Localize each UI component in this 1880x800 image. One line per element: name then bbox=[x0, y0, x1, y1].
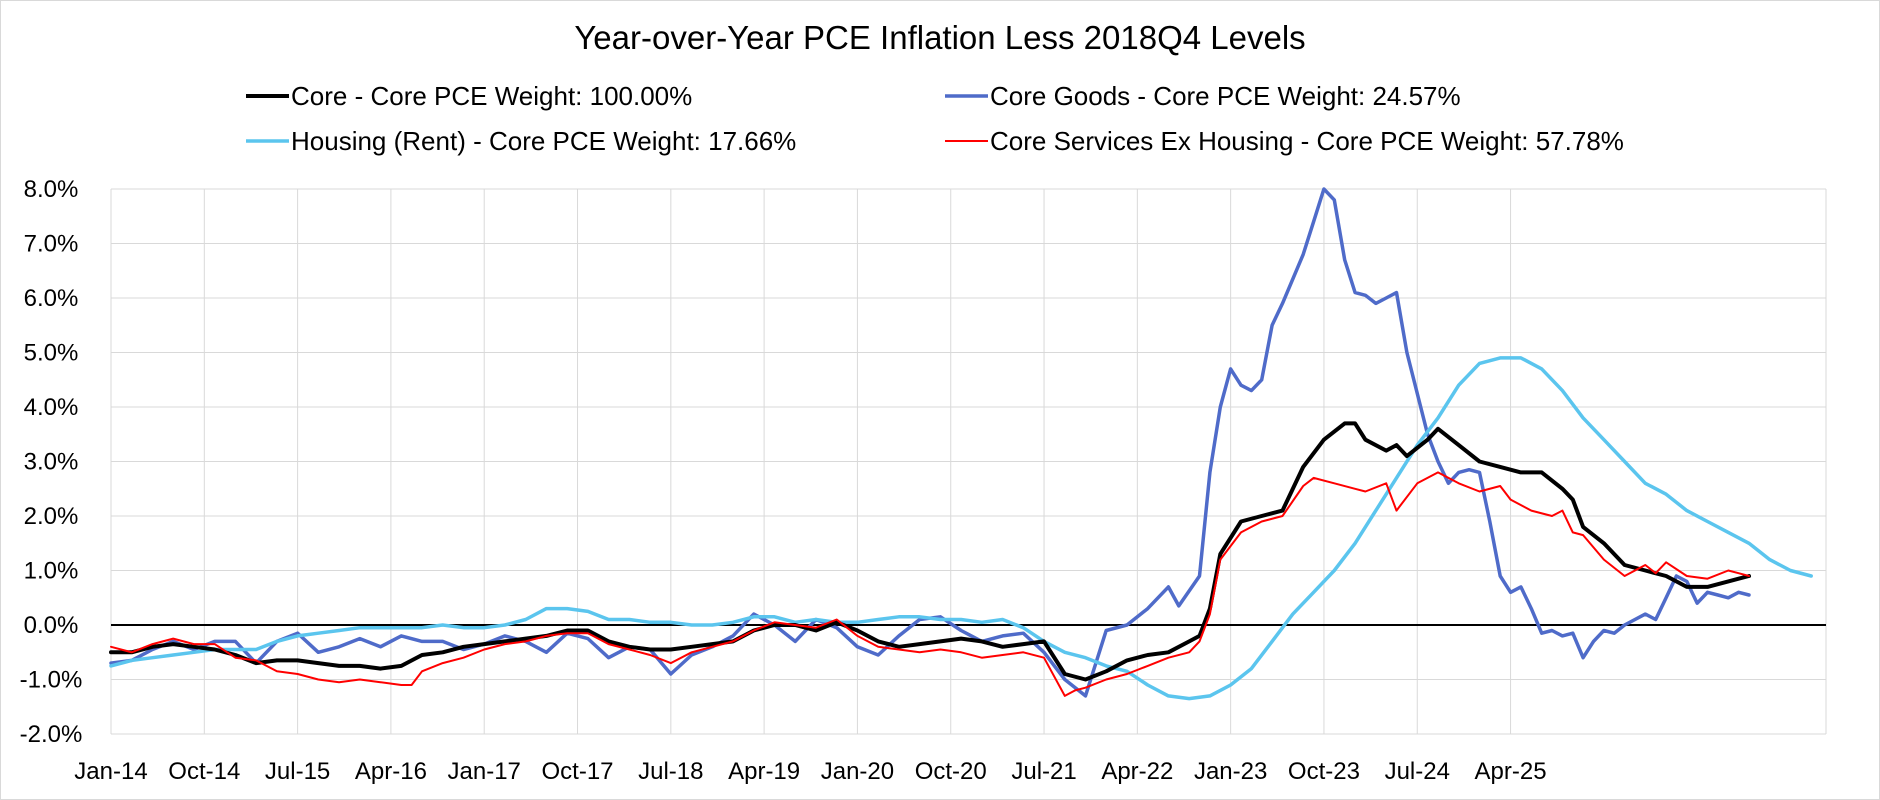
x-tick-label: Jul-21 bbox=[1011, 758, 1076, 785]
x-tick-label: Apr-16 bbox=[355, 758, 427, 785]
series-line-housing bbox=[109, 356, 1813, 701]
x-tick-label: Jan-17 bbox=[448, 758, 521, 785]
legend-label-core: Core - Core PCE Weight: 100.00% bbox=[291, 81, 692, 111]
gridlines bbox=[110, 188, 1827, 735]
legend-item-core: Core - Core PCE Weight: 100.00% bbox=[246, 81, 692, 111]
y-tick-label: -2.0% bbox=[20, 721, 83, 748]
legend-item-core-goods: Core Goods - Core PCE Weight: 24.57% bbox=[945, 81, 1461, 111]
y-tick-label: 1.0% bbox=[24, 558, 79, 585]
series-line-core-goods bbox=[109, 187, 1751, 698]
legend-label-core-goods: Core Goods - Core PCE Weight: 24.57% bbox=[990, 81, 1461, 111]
x-tick-label: Oct-14 bbox=[168, 758, 240, 785]
legend-item-housing: Housing (Rent) - Core PCE Weight: 17.66% bbox=[246, 126, 796, 156]
x-tick-label: Jan-23 bbox=[1194, 758, 1267, 785]
y-tick-label: 7.0% bbox=[24, 231, 79, 258]
x-tick-label: Jul-18 bbox=[638, 758, 703, 785]
y-tick-label: 3.0% bbox=[24, 449, 79, 476]
series-line-core bbox=[109, 421, 1751, 682]
x-tick-label: Apr-19 bbox=[728, 758, 800, 785]
x-tick-label: Apr-22 bbox=[1101, 758, 1173, 785]
chart-title: Year-over-Year PCE Inflation Less 2018Q4… bbox=[574, 19, 1305, 56]
x-axis-tick-labels: Jan-14 Oct-14 Jul-15 Apr-16 Jan-17 Oct-17 Jul-… bbox=[74, 758, 1546, 785]
y-axis-tick-labels: 8.0% 7.0% 6.0% 5.0% 4.0% 3.0% 2.0% 1.0% 0.0% -1.0… bbox=[20, 176, 83, 748]
legend-label-core-services: Core Services Ex Housing - Core PCE Weig… bbox=[990, 126, 1624, 156]
legend: Core - Core PCE Weight: 100.00% Core Goo… bbox=[246, 81, 1624, 156]
x-tick-label: Oct-23 bbox=[1288, 758, 1360, 785]
y-tick-label: 0.0% bbox=[24, 612, 79, 639]
x-tick-label: Jul-15 bbox=[265, 758, 330, 785]
x-tick-label: Jan-14 bbox=[74, 758, 147, 785]
x-tick-label: Apr-25 bbox=[1475, 758, 1547, 785]
y-tick-label: 5.0% bbox=[24, 340, 79, 367]
data-series bbox=[109, 187, 1813, 701]
x-tick-label: Oct-20 bbox=[915, 758, 987, 785]
y-tick-label: 4.0% bbox=[24, 394, 79, 421]
y-tick-label: 6.0% bbox=[24, 285, 79, 312]
legend-item-core-services: Core Services Ex Housing - Core PCE Weig… bbox=[945, 126, 1624, 156]
series-line-core-services bbox=[110, 471, 1750, 697]
y-tick-label: 2.0% bbox=[24, 503, 79, 530]
x-tick-label: Jul-24 bbox=[1385, 758, 1450, 785]
y-tick-label: 8.0% bbox=[24, 176, 79, 203]
x-tick-label: Jan-20 bbox=[821, 758, 894, 785]
x-tick-label: Oct-17 bbox=[542, 758, 614, 785]
y-tick-label: -1.0% bbox=[20, 667, 83, 694]
legend-label-housing: Housing (Rent) - Core PCE Weight: 17.66% bbox=[291, 126, 796, 156]
